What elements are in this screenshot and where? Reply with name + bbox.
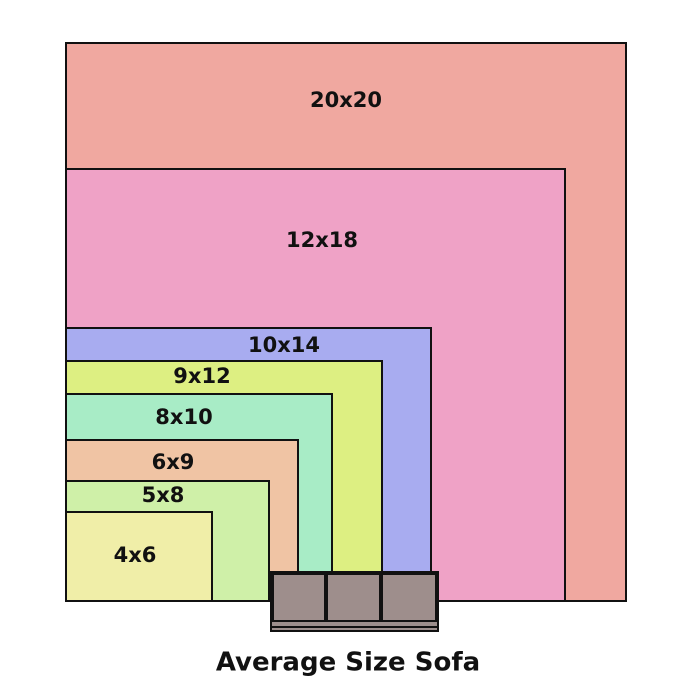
- rug-label: 4x6: [114, 543, 157, 567]
- rug-label: 10x14: [248, 333, 320, 357]
- rug-label: 8x10: [155, 405, 212, 429]
- rug-label: 5x8: [142, 483, 185, 507]
- rug-label: 9x12: [173, 364, 230, 388]
- sofa-cushion: [272, 573, 326, 622]
- rug-label: 20x20: [310, 88, 382, 112]
- sofa-cushion: [326, 573, 381, 622]
- rug-label: 12x18: [286, 228, 358, 252]
- rug-label: 6x9: [152, 450, 195, 474]
- sofa: [270, 571, 439, 632]
- sofa-cushion: [381, 573, 437, 622]
- rug-4x6: [65, 511, 213, 602]
- caption: Average Size Sofa: [216, 648, 480, 678]
